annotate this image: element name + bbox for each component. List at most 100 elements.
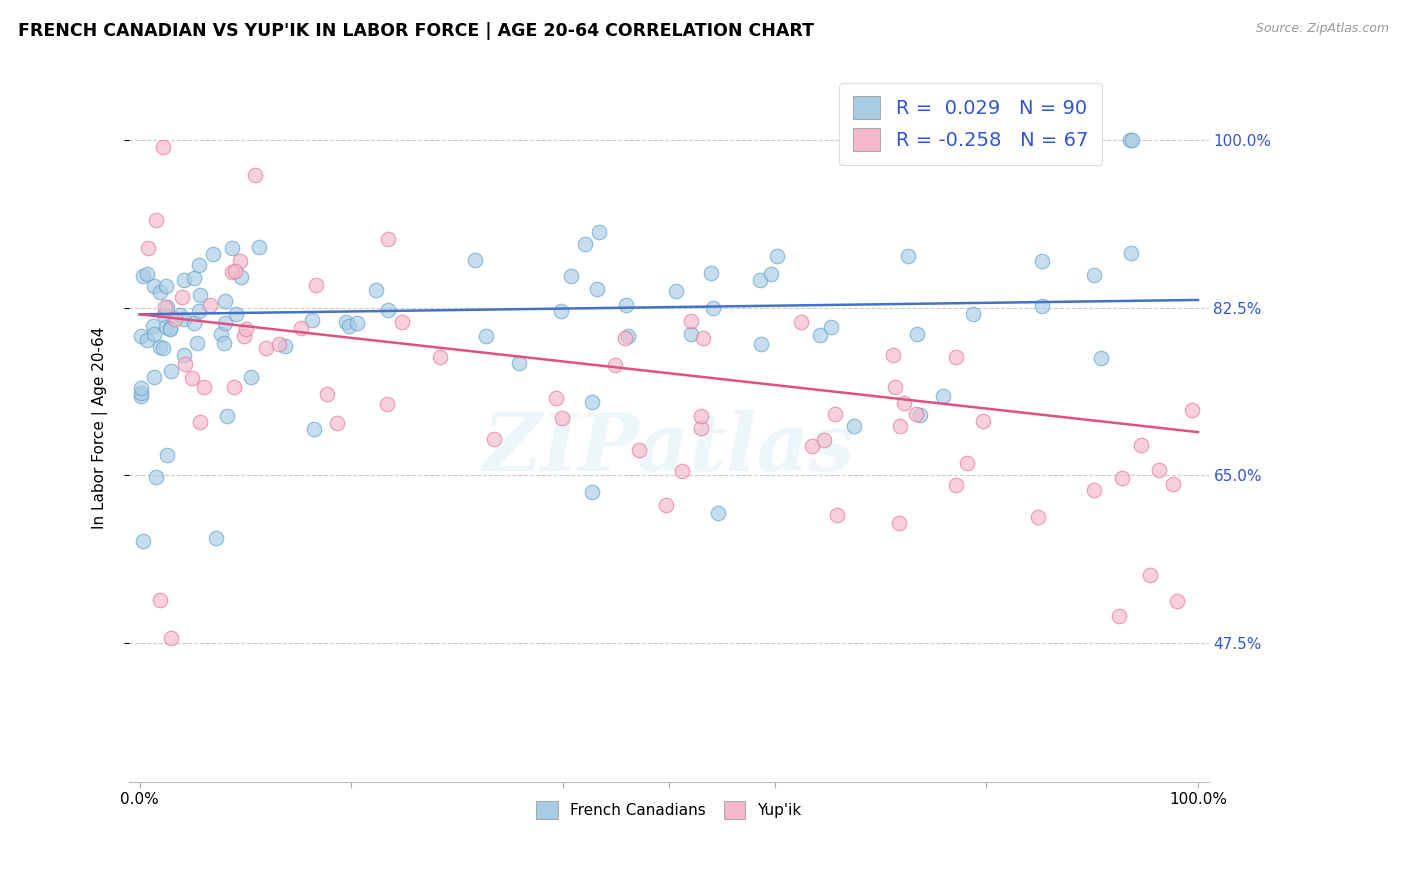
Point — [1119, 245, 1142, 260]
Point — [366, 283, 388, 297]
Point — [945, 478, 967, 492]
Point — [904, 407, 927, 421]
Point — [240, 370, 263, 384]
Point — [905, 327, 928, 342]
Point — [148, 285, 170, 299]
Point — [149, 340, 172, 354]
Point — [301, 312, 323, 326]
Point — [801, 439, 824, 453]
Point — [1108, 609, 1130, 624]
Point — [235, 322, 257, 336]
Point — [692, 331, 714, 345]
Point — [254, 342, 277, 356]
Y-axis label: In Labor Force | Age 20-64: In Labor Force | Age 20-64 — [93, 326, 108, 529]
Point — [243, 168, 266, 182]
Point — [159, 631, 181, 645]
Point — [766, 249, 789, 263]
Point — [825, 508, 848, 522]
Point — [1083, 483, 1105, 497]
Point — [908, 408, 931, 422]
Point — [136, 334, 159, 348]
Point — [1031, 299, 1053, 313]
Point — [1118, 133, 1140, 147]
Point — [131, 329, 153, 343]
Point — [1161, 477, 1184, 491]
Point — [302, 422, 325, 436]
Point — [269, 337, 291, 351]
Point — [188, 415, 211, 429]
Point — [616, 328, 638, 343]
Point — [945, 350, 967, 364]
Point — [429, 350, 451, 364]
Point — [143, 278, 166, 293]
Point — [183, 271, 205, 285]
Point — [932, 389, 955, 403]
Point — [893, 396, 915, 410]
Point — [335, 315, 357, 329]
Text: ZIPatlas: ZIPatlas — [482, 409, 855, 487]
Point — [654, 498, 676, 512]
Point — [1031, 253, 1053, 268]
Point — [173, 273, 195, 287]
Point — [131, 381, 153, 395]
Point — [159, 321, 181, 335]
Point — [475, 328, 498, 343]
Point — [581, 484, 603, 499]
Point — [188, 288, 211, 302]
Point — [186, 336, 208, 351]
Point — [1181, 402, 1204, 417]
Point — [152, 308, 174, 322]
Point — [228, 253, 250, 268]
Point — [209, 326, 232, 341]
Point — [681, 314, 703, 328]
Point — [665, 284, 688, 298]
Point — [508, 356, 530, 370]
Point — [551, 411, 574, 425]
Point — [627, 443, 650, 458]
Text: FRENCH CANADIAN VS YUP'IK IN LABOR FORCE | AGE 20-64 CORRELATION CHART: FRENCH CANADIAN VS YUP'IK IN LABOR FORCE… — [18, 22, 814, 40]
Point — [1166, 594, 1188, 608]
Point — [1090, 351, 1112, 365]
Point — [174, 357, 197, 371]
Point — [221, 265, 243, 279]
Point — [749, 273, 772, 287]
Point — [188, 304, 211, 318]
Point — [155, 278, 177, 293]
Point — [882, 348, 904, 362]
Point — [1139, 568, 1161, 582]
Point — [136, 268, 159, 282]
Point — [132, 533, 155, 548]
Point — [1121, 133, 1143, 147]
Point — [214, 293, 236, 308]
Point — [152, 341, 174, 355]
Point — [962, 307, 984, 321]
Point — [229, 269, 252, 284]
Point — [221, 241, 243, 255]
Point — [761, 267, 783, 281]
Point — [956, 456, 979, 470]
Point — [1026, 510, 1049, 524]
Point — [145, 470, 167, 484]
Point — [690, 409, 713, 423]
Point — [153, 300, 176, 314]
Point — [560, 269, 582, 284]
Point — [173, 312, 195, 326]
Point — [484, 432, 506, 446]
Point — [671, 464, 693, 478]
Point — [464, 252, 486, 267]
Point — [897, 249, 920, 263]
Point — [316, 386, 339, 401]
Point — [247, 240, 270, 254]
Point — [700, 266, 723, 280]
Point — [198, 297, 221, 311]
Point — [305, 277, 328, 292]
Point — [142, 326, 165, 341]
Point — [544, 391, 567, 405]
Point — [377, 302, 399, 317]
Point — [1149, 463, 1171, 477]
Text: Source: ZipAtlas.com: Source: ZipAtlas.com — [1256, 22, 1389, 36]
Point — [810, 327, 832, 342]
Point — [193, 380, 215, 394]
Point — [375, 397, 398, 411]
Point — [842, 418, 865, 433]
